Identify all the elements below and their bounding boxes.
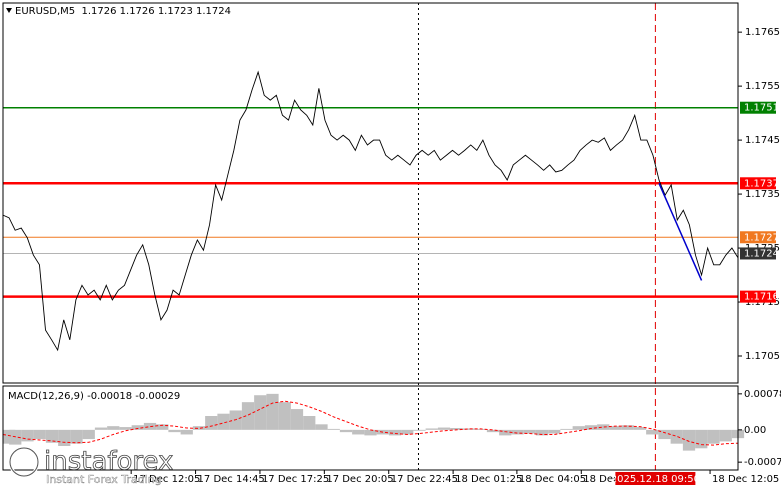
macd-bar: [511, 429, 524, 435]
macd-bar: [707, 429, 720, 444]
macd-bar: [131, 425, 144, 430]
logo-icon-outline: [9, 447, 39, 477]
macd-bar: [58, 429, 71, 446]
y-tick-label: 1.1755: [745, 81, 780, 92]
chart-header: EURUSD,M5 1.1726 1.1726 1.1723 1.1724: [15, 6, 231, 17]
macd-bar: [107, 426, 120, 430]
macd-bar: [168, 429, 181, 433]
macd-bar: [658, 429, 671, 440]
y-tick-label: -0.0007: [744, 457, 781, 468]
macd-bar: [278, 402, 291, 430]
macd-bar: [339, 429, 353, 433]
macd-bar: [682, 429, 696, 451]
y-tick-label: 0.00078: [744, 389, 781, 400]
macd-bar: [352, 429, 365, 435]
level-label: 1.1727: [744, 232, 779, 243]
macd-bar: [499, 429, 512, 436]
x-tick-label: 18 Dec 04:05: [519, 474, 586, 485]
y-tick-label: 1.1765: [745, 27, 780, 38]
logo: [8, 446, 40, 478]
trendline: [658, 182, 703, 281]
macd-bar: [241, 402, 255, 430]
macd-title: MACD(12,26,9) -0.00018 -0.00029: [8, 391, 180, 402]
x-tick-label: 17 Dec 14:45: [198, 474, 265, 485]
level-label: 1.1716: [744, 292, 779, 303]
macd-bar: [70, 429, 83, 444]
macd-bar: [560, 428, 573, 430]
macd-bar: [327, 428, 340, 430]
macd-bar: [364, 429, 377, 436]
macd-bar: [670, 429, 683, 444]
x-tick-label: 17 Dec 17:25: [262, 474, 329, 485]
macd-bar: [609, 426, 622, 430]
macd-bar: [425, 428, 438, 430]
y-tick-label: 1.1735: [745, 189, 780, 200]
macd-bar: [695, 429, 708, 449]
macd-bar: [401, 429, 414, 435]
macd-bar: [462, 428, 475, 430]
logo-brand: instaforex: [44, 447, 173, 477]
macd-bar: [303, 416, 316, 430]
macd-bar: [535, 429, 549, 436]
macd-frame: [2, 385, 739, 471]
macd-bar: [450, 428, 463, 430]
macd-bar: [597, 424, 610, 430]
x-tick-label: 17 Dec 12:05: [133, 474, 200, 485]
level-label-box: [740, 231, 776, 244]
macd-bar: [413, 429, 426, 431]
signal-line: [2, 400, 739, 446]
macd-bar: [548, 429, 561, 434]
macd-bar: [719, 429, 732, 442]
macd-bar: [217, 413, 230, 430]
level-label: 1.1751: [744, 103, 779, 114]
y-tick-label: 0.00: [744, 425, 766, 436]
macd-bar: [266, 393, 279, 430]
macd-bar: [523, 429, 536, 434]
y-tick-label: 1.1705: [745, 351, 780, 362]
macd-bar: [45, 429, 59, 443]
level-label-box: [740, 177, 776, 190]
macd-bar: [156, 424, 169, 430]
macd-bar: [584, 425, 598, 430]
macd-bar: [486, 429, 500, 433]
x-tick-label: 17 Dec 20:05: [326, 474, 393, 485]
x-tick-label: 17 Dec 22:45: [391, 474, 458, 485]
menu-arrow: [6, 8, 12, 13]
macd-bar: [205, 416, 218, 430]
macd-bar: [437, 427, 451, 430]
price-line: [2, 70, 739, 352]
time-label: 2025.12.18 09:50: [611, 474, 700, 485]
macd-bar: [180, 429, 193, 435]
x-tick-label: 18 Dec 01:25: [455, 474, 522, 485]
macd-bar: [254, 395, 267, 430]
logo-tagline: Instant Forex Trading: [46, 473, 162, 486]
macd-bar: [290, 409, 304, 430]
macd-bar: [143, 422, 157, 430]
macd-bar: [33, 429, 46, 440]
level-label: 1.1737: [744, 178, 779, 189]
level-label-box: [740, 101, 776, 114]
macd-bar: [621, 425, 634, 430]
logo-mark: [14, 448, 34, 469]
level-label: 1.1724: [744, 248, 779, 259]
y-tick-label: 1.1745: [745, 135, 780, 146]
macd-bar: [388, 429, 402, 436]
time-label-box: [615, 472, 696, 485]
x-tick-label: 18 Dec 12:05: [712, 474, 779, 485]
level-label-box: [740, 247, 776, 260]
price-frame: [2, 2, 739, 384]
macd-bar: [315, 424, 328, 430]
macd-bar: [192, 426, 206, 430]
macd-bar: [82, 429, 95, 440]
macd-bar: [119, 427, 132, 430]
macd-bar: [21, 429, 34, 442]
level-label-box: [740, 290, 776, 303]
macd-bar: [572, 426, 585, 430]
macd-bar: [94, 427, 108, 430]
macd-bar: [646, 429, 659, 435]
macd-bar: [633, 427, 647, 430]
